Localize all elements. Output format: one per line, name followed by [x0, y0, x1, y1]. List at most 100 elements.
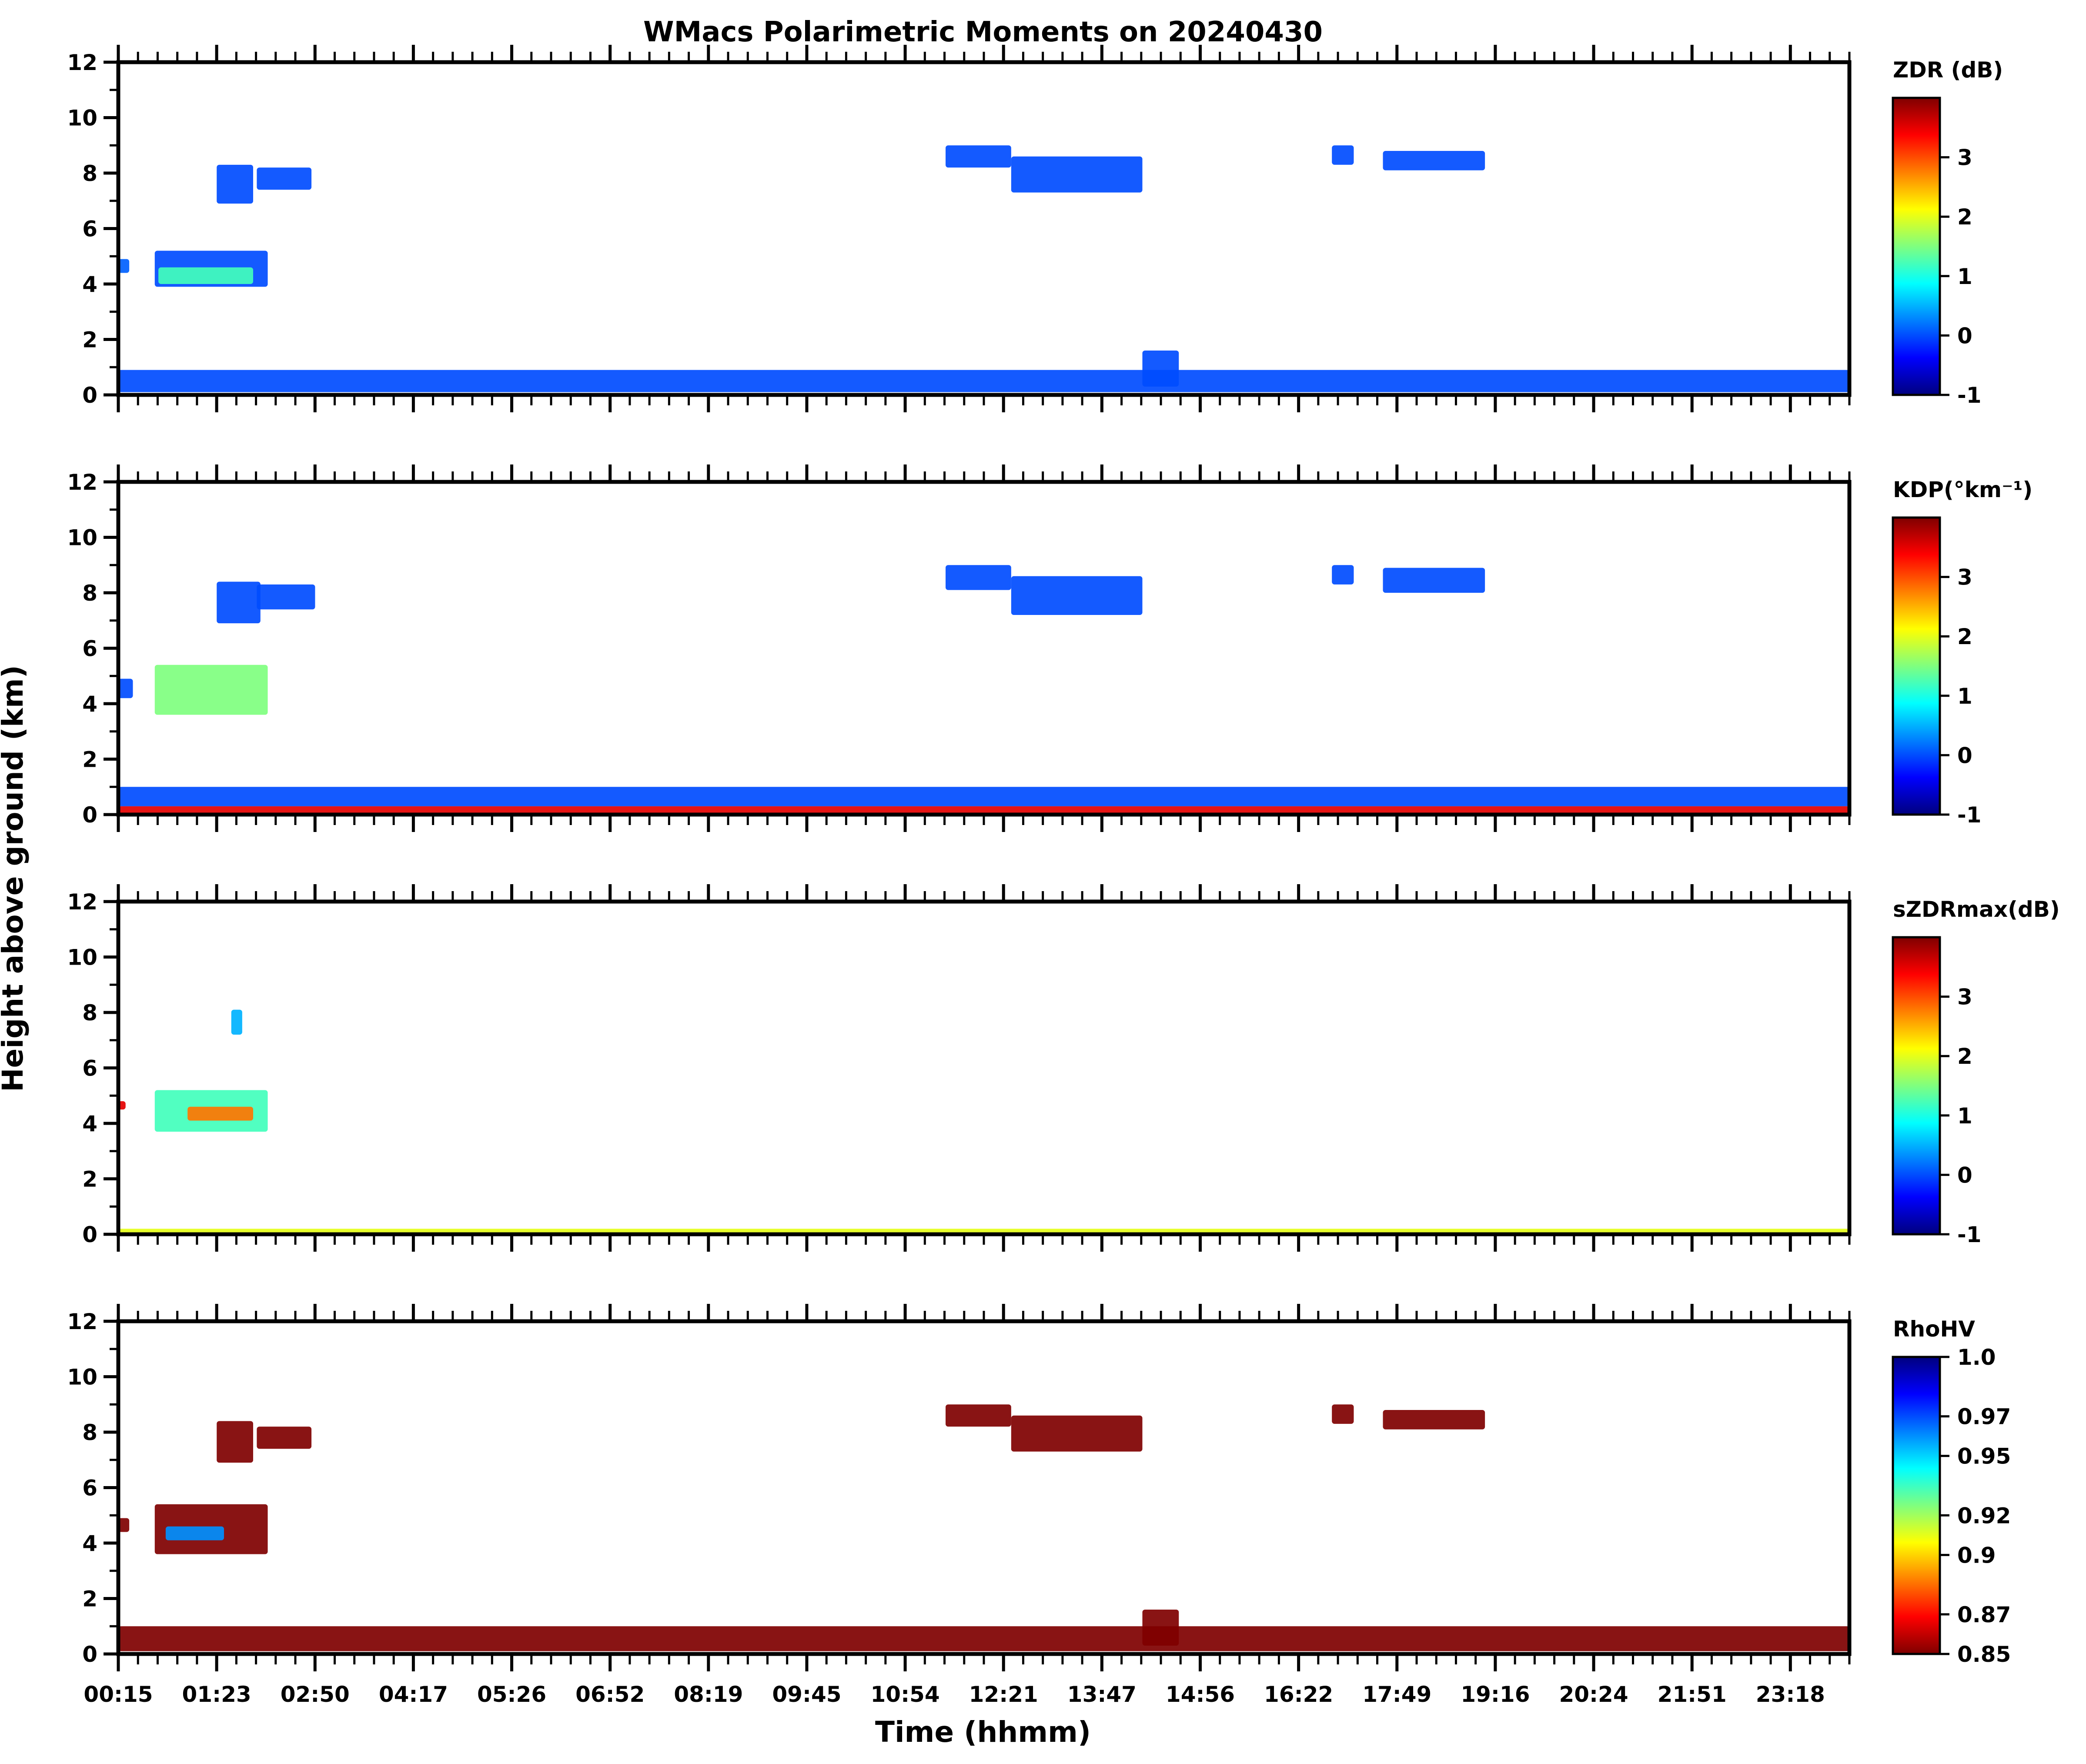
y-tick-label: 12: [67, 889, 97, 915]
echo-cell-10: [118, 370, 1849, 392]
x-tick-label: 13:47: [1067, 1682, 1137, 1707]
y-tick-label: 2: [82, 327, 97, 353]
y-tick-label: 8: [82, 161, 97, 186]
echo-cell-0: [118, 678, 133, 698]
colorbar-kdp: KDP(°km⁻¹) -1 0 1 2 3: [1892, 477, 2033, 828]
colorbar-label: RhoHV: [1893, 1316, 1975, 1342]
y-tick-label: 12: [67, 470, 97, 495]
y-tick-label: 10: [67, 1365, 97, 1390]
y-tick-label: 0: [82, 1642, 97, 1667]
colorbar-bar: [1892, 936, 1941, 1236]
colorbar-tick-label: 0.9: [1957, 1543, 1996, 1568]
colorbar-zdr: ZDR (dB) -1 0 1 2 3: [1892, 57, 2003, 408]
axes-frame: [116, 1319, 1852, 1656]
colorbar-tick-label: 0.97: [1957, 1404, 2011, 1430]
x-tick-label: 23:18: [1756, 1682, 1825, 1707]
y-tick-label: 4: [82, 1111, 97, 1136]
axes-frame: [116, 899, 1852, 1236]
echo-cell-1: [154, 665, 268, 715]
echo-cell-8: [1383, 1410, 1485, 1430]
echo-cell-4: [257, 167, 312, 190]
echo-cell-2: [187, 1106, 254, 1121]
echo-cell-2: [165, 1526, 224, 1540]
x-tick-label: 01:23: [182, 1682, 251, 1707]
colorbar-label: ZDR (dB): [1893, 57, 2003, 83]
echo-cell-6: [1011, 156, 1143, 193]
colorbar-tick-label: 2: [1957, 204, 1972, 230]
echo-cell-7: [1332, 145, 1354, 165]
echo-cell-6: [1332, 565, 1354, 585]
x-tick-label: 20:24: [1559, 1682, 1628, 1707]
colorbar-label: sZDRmax(dB): [1893, 897, 2060, 922]
y-tick-label: 12: [67, 1309, 97, 1334]
x-axis-label: Time (hhmm): [875, 1715, 1091, 1749]
colorbar-tick-label: -1: [1957, 383, 1982, 408]
colorbar-label: KDP(°km⁻¹): [1893, 477, 2033, 502]
echo-cell-4: [946, 565, 1011, 590]
x-tick-label: 17:49: [1362, 1682, 1431, 1707]
echo-cell-7: [1383, 568, 1485, 593]
colorbar-tick-label: 2: [1957, 1044, 1972, 1069]
colorbar-tick-label: 2: [1957, 624, 1972, 649]
y-tick-label: 8: [82, 581, 97, 606]
colorbar-tick-label: 1.0: [1957, 1345, 1996, 1370]
axes-frame: [116, 480, 1852, 817]
echo-cell-0: [118, 1518, 130, 1532]
echo-cell-8: [1383, 151, 1485, 170]
x-tick-label: 10:54: [871, 1682, 940, 1707]
colorbar-tick-label: 0.92: [1957, 1503, 2011, 1528]
echo-cell-5: [946, 1404, 1011, 1427]
y-tick-label: 6: [82, 1056, 97, 1081]
x-tick-label: 04:17: [379, 1682, 448, 1707]
x-tick-label: 14:56: [1166, 1682, 1235, 1707]
x-tick-label: 02:50: [281, 1682, 350, 1707]
y-tick-label: 2: [82, 1587, 97, 1612]
echo-cell-0: [118, 259, 130, 273]
colorbar-tick-label: 3: [1957, 145, 1972, 170]
echo-cell-2: [217, 581, 261, 624]
colorbar-rhohv: RhoHV 0.85 0.87 0.9 0.92 0.95 0.97 1.0: [1892, 1316, 2011, 1667]
colorbar-tick-label: 3: [1957, 565, 1972, 590]
colorbar-tick-label: -1: [1957, 802, 1982, 828]
x-tick-label: 08:19: [674, 1682, 743, 1707]
echo-cell-10: [118, 1626, 1849, 1651]
echo-cell-2: [158, 267, 254, 284]
echo-cell-5: [1011, 576, 1143, 615]
echo-cell-8: [118, 787, 1849, 806]
y-tick-label: 6: [82, 1476, 97, 1501]
x-tick-label: 06:52: [575, 1682, 645, 1707]
y-tick-label: 2: [82, 1167, 97, 1192]
y-tick-label: 10: [67, 525, 97, 551]
y-tick-label: 10: [67, 106, 97, 131]
colorbar-tick-label: 0.95: [1957, 1444, 2011, 1469]
echo-cell-4: [257, 1427, 312, 1449]
colorbar-bar: [1892, 97, 1941, 396]
x-tick-label: 12:21: [969, 1682, 1038, 1707]
y-axis-label: Height above ground (km): [0, 665, 30, 1092]
colorbar-bar: [1892, 516, 1941, 816]
colorbar-tick-label: 0: [1957, 743, 1972, 768]
echo-cell-3: [231, 1009, 242, 1035]
colorbar-tick-label: 0.85: [1957, 1642, 2011, 1667]
y-tick-label: 10: [67, 945, 97, 970]
echo-cell-3: [217, 164, 254, 204]
y-tick-label: 4: [82, 692, 97, 717]
echo-cell-7: [1332, 1404, 1354, 1424]
colorbar-tick-label: 1: [1957, 264, 1972, 289]
colorbar-tick-label: 1: [1957, 684, 1972, 709]
x-tick-label: 16:22: [1264, 1682, 1333, 1707]
colorbar-tick-label: 3: [1957, 985, 1972, 1010]
y-tick-label: 8: [82, 1000, 97, 1026]
axes-frame: [116, 60, 1852, 397]
echo-cell-5: [946, 145, 1011, 168]
colorbar-tick-label: 0: [1957, 323, 1972, 348]
echo-cell-3: [217, 1421, 254, 1463]
x-tick-label: 05:26: [477, 1682, 546, 1707]
x-tick-label: 19:16: [1461, 1682, 1530, 1707]
x-tick-label: 00:15: [84, 1682, 153, 1707]
y-tick-label: 0: [82, 1222, 97, 1247]
echo-cell-3: [257, 584, 315, 610]
